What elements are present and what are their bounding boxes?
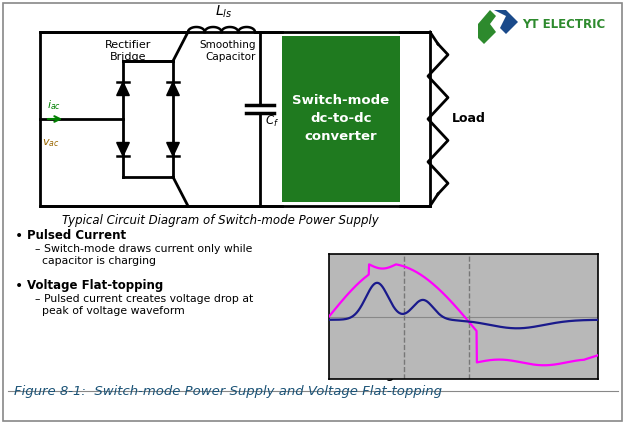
- Text: Smoothing
Capacitor: Smoothing Capacitor: [200, 40, 256, 61]
- Bar: [282, 36, 400, 202]
- Text: Pulsed Current: Pulsed Current: [27, 229, 126, 242]
- Text: Load: Load: [452, 112, 486, 126]
- Text: Typical Circuit Diagram of Switch-mode Power Supply: Typical Circuit Diagram of Switch-mode P…: [61, 214, 378, 227]
- Text: – Switch-mode draws current only while: – Switch-mode draws current only while: [35, 244, 252, 254]
- Polygon shape: [494, 10, 518, 34]
- Text: Rectifier
Bridge: Rectifier Bridge: [105, 40, 151, 61]
- Text: peak of voltage waveform: peak of voltage waveform: [35, 306, 185, 316]
- Text: $i_{ac}$: $i_{ac}$: [47, 98, 61, 112]
- Text: Switch-mode
dc-to-dc
converter: Switch-mode dc-to-dc converter: [292, 95, 389, 143]
- Polygon shape: [478, 10, 496, 44]
- Text: Voltage Flat-topping: Voltage Flat-topping: [27, 279, 163, 292]
- Text: $C_f$: $C_f$: [265, 114, 279, 129]
- Polygon shape: [116, 142, 130, 156]
- Text: Figure 8-1:  Switch-mode Power Supply and Voltage Flat-topping: Figure 8-1: Switch-mode Power Supply and…: [14, 385, 442, 398]
- Text: Voltage: Voltage: [355, 371, 403, 381]
- Polygon shape: [167, 82, 179, 95]
- Text: •: •: [15, 279, 23, 293]
- Text: capacitor is charging: capacitor is charging: [35, 256, 156, 266]
- Polygon shape: [116, 82, 130, 95]
- Bar: [40, 32, 430, 206]
- Text: – Pulsed current creates voltage drop at: – Pulsed current creates voltage drop at: [35, 294, 254, 304]
- Text: Current: Current: [423, 371, 471, 381]
- Polygon shape: [167, 142, 179, 156]
- Text: YT ELECTRIC: YT ELECTRIC: [522, 17, 605, 31]
- Text: •: •: [15, 229, 23, 243]
- Text: $v_{ac}$: $v_{ac}$: [42, 137, 59, 149]
- Text: $L_{ls}$: $L_{ls}$: [215, 3, 232, 20]
- FancyBboxPatch shape: [3, 3, 622, 421]
